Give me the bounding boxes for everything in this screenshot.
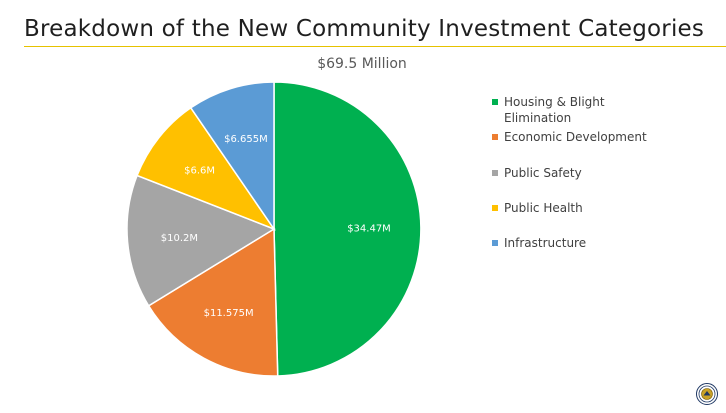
slide-title: Breakdown of the New Community Investmen… [24, 16, 705, 42]
chart-title: $69.5 Million [317, 56, 407, 72]
pie-slice [136, 106, 276, 231]
city-seal-icon [696, 383, 718, 405]
slice-data-label: $10.2M [161, 233, 198, 244]
legend-swatch [492, 134, 498, 140]
legend-label: Public Safety [504, 166, 582, 180]
legend-swatch [492, 170, 498, 176]
title-rule [24, 46, 726, 47]
slice-data-label: $34.47M [347, 223, 391, 234]
slice-data-label: $6.6M [184, 165, 215, 176]
pie-slice [126, 174, 276, 307]
legend-label: Economic Development [504, 130, 647, 144]
legend-swatch [492, 240, 498, 246]
legend-label: Public Health [504, 201, 583, 215]
pie-slice [273, 81, 422, 377]
legend-swatch [492, 205, 498, 211]
pie-slice [147, 227, 279, 377]
legend-label: Housing & Blight Elimination [504, 95, 605, 125]
legend-swatch [492, 99, 498, 105]
slice-data-label: $6.655M [224, 134, 268, 145]
legend-label: Infrastructure [504, 236, 587, 250]
pie-slice [189, 81, 275, 232]
slice-data-label: $11.575M [204, 308, 254, 319]
